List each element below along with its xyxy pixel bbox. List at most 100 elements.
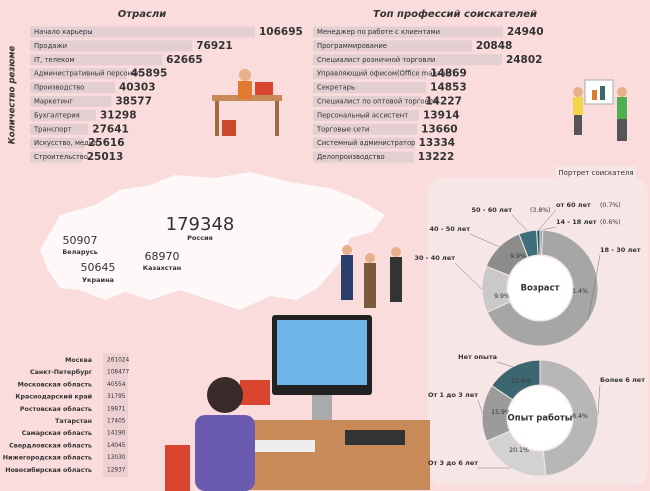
pie-center	[508, 256, 572, 320]
region-value: 14045	[107, 443, 126, 449]
bar-value: 14853	[430, 82, 467, 94]
map-value: 50907	[63, 234, 98, 247]
bar-value: 62665	[166, 54, 203, 66]
bar	[30, 151, 83, 163]
bar-category: IT, телеком	[34, 56, 75, 64]
bar-category: Системный администратор	[317, 139, 415, 147]
bar-value: 13914	[423, 109, 460, 121]
leader-line	[541, 226, 557, 231]
pie-title: Опыт работы	[508, 413, 573, 424]
slice-label: Более 6 лет	[600, 376, 645, 384]
leader-line	[469, 233, 500, 247]
bar-category: Секретарь	[317, 84, 355, 92]
map-value: 179348	[166, 214, 235, 235]
region-name: Московская область	[18, 380, 92, 388]
map-name: Украина	[82, 276, 114, 284]
bar-value: 20848	[476, 40, 513, 52]
bar-value: 106695	[259, 26, 303, 38]
slice-label: 18 - 30 лет	[600, 246, 641, 254]
bar-value: 31298	[100, 109, 137, 121]
bar	[313, 123, 418, 135]
slice-value: 9.9%	[494, 293, 510, 300]
bar-category: Специалист розничной торговли	[317, 56, 435, 64]
region-value-column	[103, 353, 128, 477]
region-name: Новосибирская область	[5, 466, 92, 474]
region-name: Самарская область	[22, 429, 92, 437]
illustration-presenter	[573, 79, 627, 141]
bar	[30, 96, 112, 107]
bar	[313, 68, 427, 80]
map-name: Россия	[187, 234, 213, 242]
region-name: Санкт-Петербург	[30, 368, 93, 376]
slice-value: (3.8%)	[530, 207, 551, 214]
leader-line	[477, 399, 483, 413]
slice-label: От 3 до 6 лет	[428, 459, 478, 467]
bar-category: Маркетинг	[34, 98, 73, 106]
bar	[313, 26, 503, 38]
slice-value: 15.9%	[491, 409, 511, 416]
region-value: 13030	[107, 455, 126, 461]
region-value: 19871	[107, 406, 126, 412]
region-name: Нижегородская область	[3, 454, 92, 462]
slice-value: (0.7%)	[600, 202, 621, 209]
pie-slice	[536, 229, 541, 256]
bar-category: Специалист по оптовой торговли	[317, 98, 437, 106]
slice-label: 50 - 60 лет	[471, 206, 512, 214]
bar-category: Административный персонал	[34, 70, 141, 78]
bar-category: Делопроизводство	[317, 153, 385, 161]
map-name: Казахстан	[143, 264, 182, 272]
region-name: Татарстан	[55, 418, 92, 425]
region-name: Свердловская область	[9, 441, 92, 449]
panel-label: Портрет соискателя	[558, 169, 633, 177]
bar-category: Бухгалтерия	[34, 111, 80, 119]
bar-category: Строительство	[34, 153, 88, 161]
pie-slice	[486, 229, 599, 347]
region-name: Краснодарский край	[15, 393, 92, 401]
slice-value: 20.1%	[509, 447, 529, 454]
bar-value: 24940	[507, 26, 544, 38]
illustration-desk	[165, 315, 430, 491]
region-value: 12937	[107, 467, 126, 473]
slice-value: 48.4%	[568, 413, 588, 420]
bar-category: Персональный ассистент	[317, 111, 408, 119]
map-name: Беларусь	[62, 248, 97, 256]
bar	[313, 54, 502, 66]
slice-value: 51.4%	[568, 288, 588, 295]
slice-label: Нет опыта	[458, 353, 497, 361]
pie-slice	[491, 359, 541, 401]
bar	[313, 137, 415, 149]
bar-category: Менеджер по работе с клиентами	[317, 28, 440, 36]
leader-line	[496, 361, 513, 368]
leader-line	[511, 214, 528, 232]
bar-category: Искусство, медиа	[34, 139, 97, 147]
slice-label: от 60 лет	[556, 201, 591, 209]
bar	[30, 54, 163, 66]
chart-title: Топ профессий соискателей	[373, 8, 537, 20]
region-value: 261024	[107, 358, 129, 364]
slice-label: От 1 до 3 лет	[428, 391, 478, 399]
chart-title: Отрасли	[118, 9, 166, 20]
bar-category: Транспорт	[33, 125, 72, 133]
bar-value: 13660	[421, 123, 458, 135]
bar-value: 14869	[430, 68, 467, 80]
bar-category: Продажи	[34, 42, 67, 50]
leader-line	[454, 262, 483, 290]
region-name: Москва	[65, 357, 92, 364]
bar-value: 76921	[196, 40, 233, 52]
bar-value: 14227	[425, 96, 462, 108]
leader-line	[597, 384, 601, 416]
map-value: 50645	[81, 261, 116, 274]
region-value: 40554	[107, 382, 126, 388]
region-value: 14190	[107, 431, 126, 437]
bar-value: 38577	[115, 96, 152, 108]
bar-category: Программирование	[317, 42, 387, 50]
map	[40, 172, 385, 310]
bar	[313, 151, 414, 163]
illustration-meeting	[341, 245, 402, 308]
bar	[313, 96, 422, 107]
illustration-office	[212, 69, 282, 136]
slice-label: 30 - 40 лет	[414, 254, 455, 262]
panel-tab	[556, 166, 636, 179]
bar-value: 25013	[87, 151, 124, 163]
